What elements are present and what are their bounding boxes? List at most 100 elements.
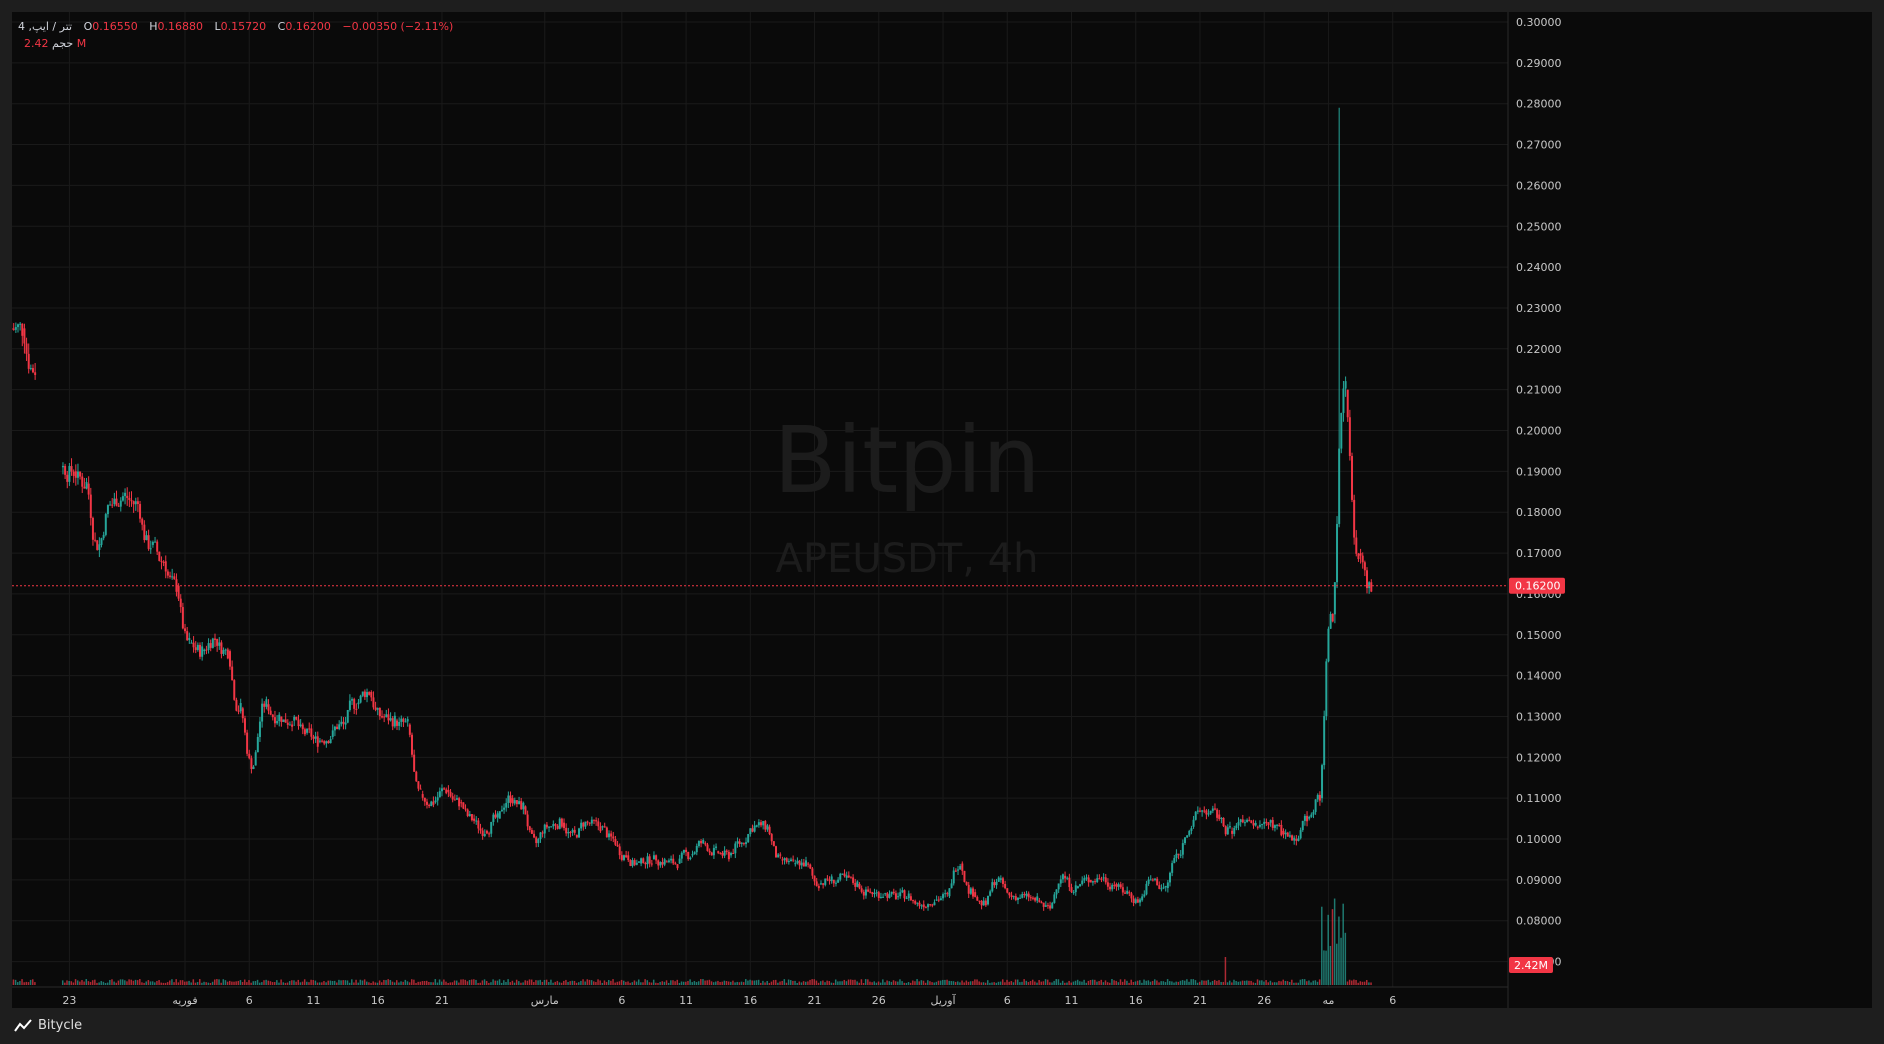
volume-bar — [1258, 980, 1261, 985]
volume-bar — [1160, 981, 1162, 985]
volume-bar — [610, 980, 612, 985]
footer-brand[interactable]: Bitycle — [14, 1018, 82, 1033]
volume-bar — [87, 981, 90, 985]
candles — [12, 107, 1373, 911]
candle-body — [1128, 892, 1131, 894]
volume-bar — [443, 979, 445, 985]
volume-bar — [1205, 980, 1207, 985]
candle-body — [299, 724, 302, 727]
candle-body — [518, 801, 521, 805]
volume-bar — [571, 980, 574, 985]
candle-body — [1031, 897, 1034, 899]
candle-body — [963, 870, 966, 882]
candle-body — [1252, 823, 1255, 826]
volume-bar — [511, 980, 514, 985]
candle-body — [839, 873, 842, 880]
symbol-label[interactable]: 4 ,تتر / ایپ — [18, 20, 73, 33]
volume-bar — [23, 982, 25, 985]
candle-body — [171, 576, 174, 578]
candle-body — [316, 736, 319, 747]
volume-bar — [929, 981, 931, 985]
candle-body — [612, 836, 615, 839]
volume-bar — [819, 981, 822, 985]
candle-body — [1126, 890, 1129, 894]
price-tick-label: 0.23000 — [1516, 302, 1562, 315]
candle-body — [76, 471, 79, 478]
candle-body — [1331, 613, 1334, 622]
volume-bar — [670, 980, 672, 985]
volume-bar — [1156, 980, 1158, 985]
volume-bar — [783, 979, 786, 985]
candle-body — [425, 801, 428, 805]
volume-bar — [74, 979, 77, 985]
volume-bar — [1038, 980, 1040, 985]
candle-body — [445, 789, 448, 794]
candle-body — [408, 724, 411, 735]
volume-bar — [1023, 979, 1025, 985]
candle-body — [730, 853, 733, 856]
candle-body — [94, 539, 97, 541]
candle-body — [672, 858, 675, 864]
volume-bar — [177, 982, 180, 985]
time-tick-label: 11 — [306, 994, 320, 1007]
candle-body — [1119, 884, 1122, 888]
volume-bar — [1134, 981, 1137, 985]
volume-bar — [603, 980, 606, 985]
candle-body — [218, 642, 221, 646]
volume-bar — [440, 981, 443, 985]
chart-area[interactable]: Bitpin APEUSDT, 4h 0.30000 0.29000 0.28000… — [12, 12, 1872, 1008]
volume-bar — [1004, 982, 1006, 985]
volume-bar — [1081, 981, 1083, 985]
volume-bar — [528, 979, 531, 985]
volume-bar — [886, 980, 888, 985]
volume-bar — [261, 982, 263, 985]
volume-bar — [488, 982, 490, 985]
candle-body — [605, 827, 608, 838]
candle-body — [618, 846, 621, 856]
candle-body — [959, 866, 962, 870]
volume-bar — [434, 979, 437, 985]
candle-body — [1081, 880, 1084, 885]
volume-bar — [631, 982, 634, 985]
candle-body — [834, 882, 837, 884]
candle-body — [552, 824, 555, 827]
candle-body — [109, 504, 112, 506]
volume-bar — [751, 980, 753, 985]
volume-bar — [1248, 980, 1250, 985]
candle-body — [897, 896, 900, 898]
volume-bar — [503, 980, 505, 985]
candle-body — [993, 882, 996, 886]
candle-body — [492, 814, 495, 823]
volume-bar — [629, 982, 631, 985]
price-axis[interactable]: 0.30000 0.29000 0.28000 0.27000 0.26000 0.250… — [1507, 12, 1562, 1008]
volume-bar — [1267, 982, 1270, 985]
candle-body — [535, 837, 538, 843]
volume-bar — [697, 981, 700, 985]
candle-body — [1055, 889, 1058, 895]
last-price-label: 0.16200 — [1515, 580, 1561, 593]
volume-bar — [993, 982, 995, 985]
candle-body — [451, 796, 454, 800]
volume-bar — [1361, 981, 1364, 985]
candle-body — [342, 721, 345, 724]
candle-body — [164, 561, 167, 572]
candle-body — [826, 878, 829, 880]
candle-body — [1269, 820, 1272, 823]
candle-body — [515, 800, 518, 805]
candle-body — [1243, 822, 1246, 824]
volume-bar — [760, 982, 762, 985]
price-chart[interactable]: Bitpin APEUSDT, 4h 0.30000 0.29000 0.28000… — [12, 12, 1872, 1008]
volume-bar — [460, 979, 462, 985]
volume-bar — [1126, 980, 1128, 985]
volume-bar — [1250, 980, 1252, 985]
candle-body — [301, 724, 304, 730]
candle-body — [1258, 824, 1261, 827]
candle-body — [169, 575, 172, 577]
candle-body — [327, 741, 330, 744]
volume-bar — [276, 980, 278, 985]
low-key: L — [214, 20, 221, 33]
candle-body — [323, 741, 326, 744]
volume-bar — [1299, 979, 1302, 985]
candle-body — [789, 859, 792, 862]
time-axis[interactable]: 23 فوریه 6 11 16 21 مارس 6 11 16 21 26 آوریل 6 11 16 21 2… — [12, 986, 1508, 1007]
